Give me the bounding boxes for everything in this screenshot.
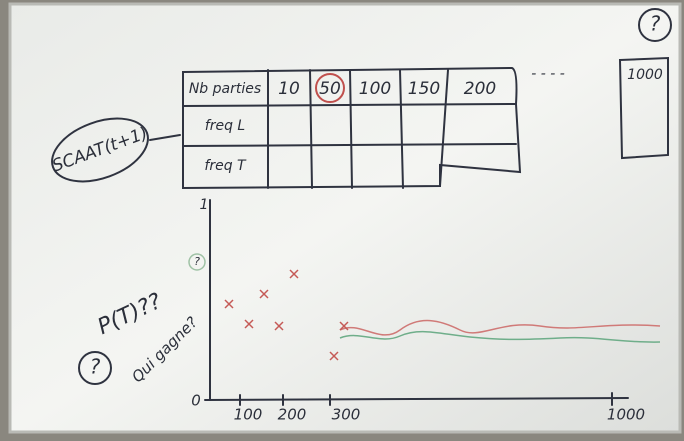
board — [8, 2, 682, 434]
question-circle — [638, 8, 672, 42]
highlight-circle — [315, 73, 345, 103]
x-label: 1000 — [607, 406, 645, 424]
arrow — [149, 134, 181, 141]
header-cell: 10 — [278, 79, 300, 99]
ellipsis: - - - - — [531, 66, 565, 82]
header-cell: Nb parties — [189, 81, 261, 97]
extra-value: 1000 — [627, 67, 663, 83]
red-crosses — [224, 269, 349, 361]
header-cell: 50 — [319, 79, 341, 99]
row-label: freq T — [204, 158, 247, 174]
red-curve — [339, 319, 661, 336]
annotation: ? — [90, 355, 101, 379]
axes — [204, 199, 629, 406]
header-cell: 150 — [408, 79, 440, 99]
x-label: 300 — [332, 406, 361, 424]
side-mark: ? — [194, 255, 200, 268]
label-circle — [51, 117, 149, 183]
table-grid — [182, 56, 669, 190]
row-label: freq L — [205, 118, 245, 134]
x-label: 200 — [278, 406, 307, 424]
y-label: 1 — [200, 197, 209, 213]
header-cell: 100 — [359, 79, 391, 99]
extra-mark: ? — [650, 12, 661, 36]
green-curve — [339, 330, 661, 343]
x-label: 100 — [234, 406, 263, 424]
header-cell: 200 — [464, 79, 496, 99]
origin-label: 0 — [191, 392, 201, 410]
green-circle — [188, 253, 206, 271]
annotation-circle — [78, 351, 112, 385]
